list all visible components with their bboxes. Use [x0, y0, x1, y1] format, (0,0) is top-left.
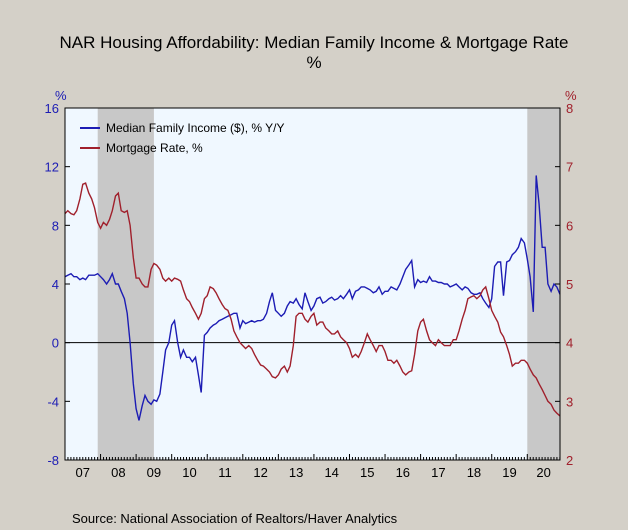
x-tick-label: 20: [536, 465, 550, 480]
series-lines: [64, 175, 561, 421]
right-tick-label: 5: [566, 277, 573, 292]
left-tick-label: 0: [52, 336, 59, 351]
series-line-mortgage: [64, 182, 561, 417]
x-tick-label: 18: [467, 465, 481, 480]
x-tick-label: 17: [431, 465, 445, 480]
series-line-income: [64, 175, 561, 421]
source-note: Source: National Association of Realtors…: [72, 511, 398, 526]
right-tick-label: 4: [566, 336, 573, 351]
left-axis-unit: %: [55, 88, 67, 103]
right-tick-label: 7: [566, 160, 573, 175]
right-tick-label: 8: [566, 101, 573, 116]
x-tick-label: 12: [253, 465, 267, 480]
left-tick-label: 8: [52, 218, 59, 233]
x-tick-label: 14: [324, 465, 338, 480]
chart-subtitle: %: [306, 53, 321, 72]
left-tick-label: 4: [52, 277, 59, 292]
x-tick-label: 07: [76, 465, 90, 480]
axis-ticks: -8 -4 0 4 8 12 16 2 3 4 5 6 7 8 07 08 09 10 11 12 13 14 15 16 17…: [45, 101, 574, 480]
right-tick-label: 3: [566, 394, 573, 409]
right-tick-label: 6: [566, 218, 573, 233]
x-tick-label: 11: [218, 465, 232, 480]
legend: Median Family Income ($), % Y/Y Mortgage…: [80, 121, 285, 155]
left-tick-label: -8: [47, 453, 59, 468]
left-tick-label: -4: [47, 394, 59, 409]
right-tick-label: 2: [566, 453, 573, 468]
x-tick-label: 13: [289, 465, 303, 480]
x-tick-label: 09: [147, 465, 161, 480]
left-tick-label: 12: [45, 160, 59, 175]
x-tick-label: 08: [111, 465, 125, 480]
legend-label-mortgage: Mortgage Rate, %: [106, 141, 203, 155]
left-tick-label: 16: [45, 101, 59, 116]
right-axis-unit: %: [565, 88, 577, 103]
legend-label-income: Median Family Income ($), % Y/Y: [106, 121, 285, 135]
chart-title: NAR Housing Affordability: Median Family…: [60, 33, 569, 52]
x-tick-label: 19: [502, 465, 516, 480]
x-tick-label: 10: [182, 465, 196, 480]
x-tick-label: 16: [396, 465, 410, 480]
x-tick-label: 15: [360, 465, 374, 480]
